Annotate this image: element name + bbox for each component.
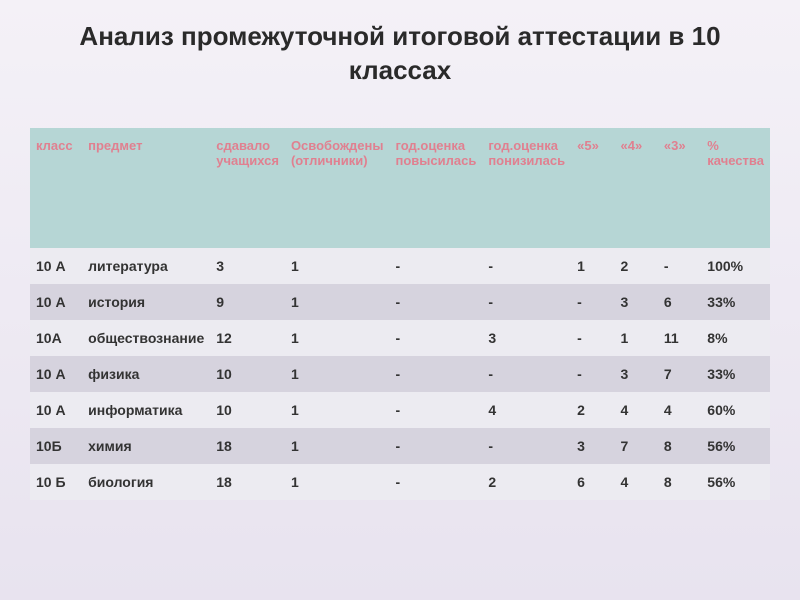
table-cell: - [482, 284, 571, 320]
table-cell: 1 [285, 320, 390, 356]
table-cell: 1 [285, 428, 390, 464]
table-cell: физика [82, 356, 210, 392]
table-cell: - [571, 284, 614, 320]
table-cell: 7 [658, 356, 701, 392]
col-header-students: сдавало учащихся [210, 128, 285, 248]
table-cell: 100% [701, 248, 770, 284]
table-cell: история [82, 284, 210, 320]
table-cell: 1 [571, 248, 614, 284]
table-cell: обществознание [82, 320, 210, 356]
table-cell: 4 [615, 464, 658, 500]
table-header: класс предмет сдавало учащихся Освобожде… [30, 128, 770, 248]
table-cell: химия [82, 428, 210, 464]
table-cell: 9 [210, 284, 285, 320]
table-cell: 4 [658, 392, 701, 428]
table-cell: биология [82, 464, 210, 500]
table-cell: 10 А [30, 356, 82, 392]
table-row: 10 Аинформатика101-424460% [30, 392, 770, 428]
slide-title: Анализ промежуточной итоговой аттестации… [30, 20, 770, 88]
table-cell: 3 [571, 428, 614, 464]
table-row: 10 Афизика101---3733% [30, 356, 770, 392]
table-row: 10Бхимия181--37856% [30, 428, 770, 464]
table-cell: 6 [571, 464, 614, 500]
table-cell: 8 [658, 464, 701, 500]
table-cell: 1 [285, 248, 390, 284]
table-cell: 60% [701, 392, 770, 428]
table-cell: 10 А [30, 284, 82, 320]
col-header-grade5: «5» [571, 128, 614, 248]
table-cell: 8 [658, 428, 701, 464]
table-cell: 4 [482, 392, 571, 428]
attestation-table: класс предмет сдавало учащихся Освобожде… [30, 128, 770, 500]
table-body: 10 Алитература31--12-100%10 Аистория91--… [30, 248, 770, 500]
table-cell: 11 [658, 320, 701, 356]
table-cell: 1 [285, 356, 390, 392]
table-cell: - [658, 248, 701, 284]
col-header-grade-down: год.оценка понизилась [482, 128, 571, 248]
table-cell: 3 [210, 248, 285, 284]
table-cell: 3 [482, 320, 571, 356]
table-cell: - [571, 356, 614, 392]
table-cell: - [390, 284, 483, 320]
table-cell: - [390, 428, 483, 464]
table-row: 10Аобществознание121-3-1118% [30, 320, 770, 356]
table-cell: 4 [615, 392, 658, 428]
table-cell: 18 [210, 428, 285, 464]
table-cell: - [482, 428, 571, 464]
table-cell: 1 [285, 284, 390, 320]
table-cell: - [482, 356, 571, 392]
table-cell: 3 [615, 284, 658, 320]
table-cell: 1 [285, 464, 390, 500]
table-cell: - [571, 320, 614, 356]
table-cell: 10Б [30, 428, 82, 464]
col-header-quality: % качества [701, 128, 770, 248]
table-cell: 33% [701, 356, 770, 392]
table-cell: литература [82, 248, 210, 284]
table-cell: 7 [615, 428, 658, 464]
table-cell: 10 А [30, 392, 82, 428]
table-row: 10 Ббиология181-264856% [30, 464, 770, 500]
col-header-grade4: «4» [615, 128, 658, 248]
table-header-row: класс предмет сдавало учащихся Освобожде… [30, 128, 770, 248]
table-cell: 33% [701, 284, 770, 320]
table-cell: 6 [658, 284, 701, 320]
table-cell: 10 Б [30, 464, 82, 500]
table-cell: 1 [615, 320, 658, 356]
table-row: 10 Аистория91---3633% [30, 284, 770, 320]
table-row: 10 Алитература31--12-100% [30, 248, 770, 284]
table-cell: 10 [210, 392, 285, 428]
table-cell: 1 [285, 392, 390, 428]
table-cell: - [390, 356, 483, 392]
table-cell: 56% [701, 428, 770, 464]
table-cell: 2 [615, 248, 658, 284]
table-cell: 10 [210, 356, 285, 392]
table-cell: - [482, 248, 571, 284]
table-cell: 10 А [30, 248, 82, 284]
col-header-class: класс [30, 128, 82, 248]
col-header-subject: предмет [82, 128, 210, 248]
slide-container: Анализ промежуточной итоговой аттестации… [0, 0, 800, 600]
table-cell: 12 [210, 320, 285, 356]
table-cell: 18 [210, 464, 285, 500]
table-cell: 8% [701, 320, 770, 356]
col-header-grade3: «3» [658, 128, 701, 248]
table-cell: 2 [571, 392, 614, 428]
col-header-exempt: Освобождены (отличники) [285, 128, 390, 248]
col-header-grade-up: год.оценка повысилась [390, 128, 483, 248]
table-cell: - [390, 320, 483, 356]
table-cell: 2 [482, 464, 571, 500]
table-cell: 56% [701, 464, 770, 500]
table-cell: 10А [30, 320, 82, 356]
table-cell: - [390, 464, 483, 500]
table-cell: - [390, 248, 483, 284]
table-cell: информатика [82, 392, 210, 428]
table-cell: - [390, 392, 483, 428]
table-cell: 3 [615, 356, 658, 392]
